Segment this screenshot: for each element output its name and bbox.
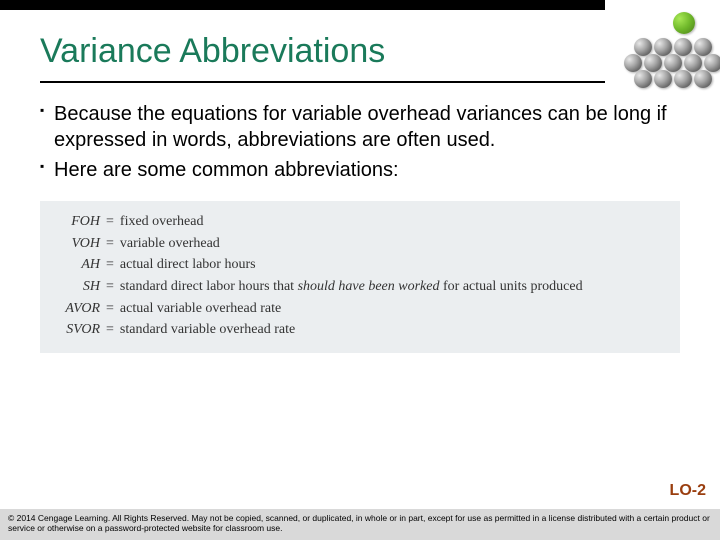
learning-objective-tag: LO-2	[670, 482, 706, 500]
abbrev-key: AVOR	[58, 298, 106, 320]
abbrev-value: actual variable overhead rate	[120, 298, 662, 320]
abbrev-value: actual direct labor hours	[120, 254, 662, 276]
decorative-spheres-image	[605, 0, 720, 90]
abbrev-row: SH = standard direct labor hours that sh…	[58, 276, 662, 298]
content-area: Because the equations for variable overh…	[0, 83, 720, 183]
abbrev-key: FOH	[58, 211, 106, 233]
bullet-item: Here are some common abbreviations:	[40, 157, 680, 183]
abbrev-key: VOH	[58, 233, 106, 255]
abbrev-value: standard variable overhead rate	[120, 319, 662, 341]
abbrev-row: FOH = fixed overhead	[58, 211, 662, 233]
copyright-footer: © 2014 Cengage Learning. All Rights Rese…	[0, 509, 720, 540]
abbrev-value: variable overhead	[120, 233, 662, 255]
abbrev-row: VOH = variable overhead	[58, 233, 662, 255]
abbrev-value: fixed overhead	[120, 211, 662, 233]
abbrev-row: AVOR = actual variable overhead rate	[58, 298, 662, 320]
abbrev-value: standard direct labor hours that should …	[120, 276, 662, 298]
abbrev-key: AH	[58, 254, 106, 276]
bullet-item: Because the equations for variable overh…	[40, 101, 680, 153]
abbrev-key: SH	[58, 276, 106, 298]
abbrev-row: AH = actual direct labor hours	[58, 254, 662, 276]
abbreviations-box: FOH = fixed overhead VOH = variable over…	[40, 201, 680, 353]
abbrev-row: SVOR = standard variable overhead rate	[58, 319, 662, 341]
abbrev-key: SVOR	[58, 319, 106, 341]
